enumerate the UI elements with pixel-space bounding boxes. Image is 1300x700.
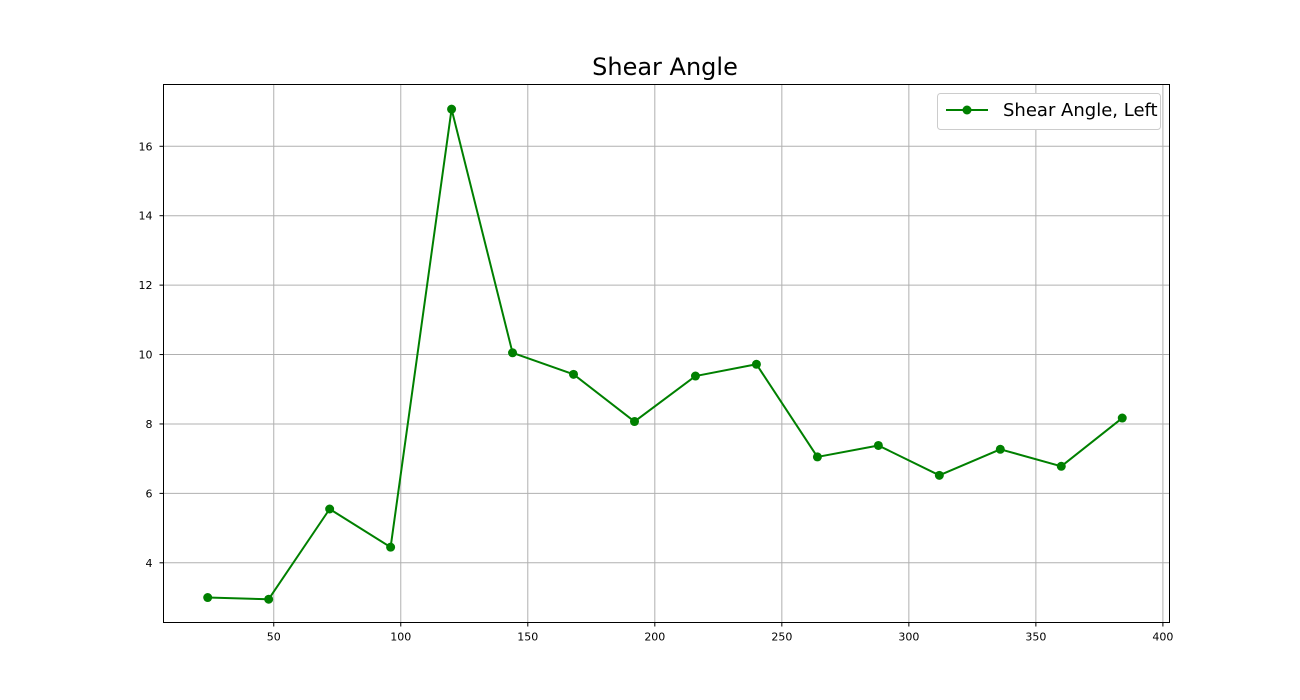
data-point bbox=[873, 440, 883, 450]
data-point bbox=[1056, 461, 1066, 471]
x-axis: 50 100 150 200 250 300 350 400 bbox=[267, 622, 1173, 644]
chart-title: Shear Angle bbox=[592, 53, 738, 81]
data-point bbox=[690, 371, 700, 381]
y-tick-label: 12 bbox=[139, 279, 153, 292]
y-tick-label: 14 bbox=[139, 210, 153, 223]
x-tick-label: 50 bbox=[267, 631, 281, 644]
data-point bbox=[264, 594, 274, 604]
data-point bbox=[325, 504, 335, 514]
legend-entry-label: Shear Angle, Left bbox=[1003, 100, 1158, 121]
x-tick-label: 250 bbox=[771, 631, 792, 644]
data-point bbox=[629, 417, 639, 427]
y-tick-label: 4 bbox=[146, 557, 153, 570]
x-tick-label: 350 bbox=[1025, 631, 1046, 644]
data-point bbox=[995, 444, 1005, 454]
series-line bbox=[207, 108, 1123, 601]
y-tick-label: 10 bbox=[139, 349, 153, 362]
data-point bbox=[751, 359, 761, 369]
series-layer bbox=[203, 104, 1127, 604]
data-point bbox=[508, 348, 518, 358]
y-tick-label: 8 bbox=[146, 418, 153, 431]
x-tick-label: 400 bbox=[1152, 631, 1173, 644]
data-point bbox=[812, 452, 822, 462]
y-tick-label: 6 bbox=[146, 487, 153, 500]
plot-area-frame bbox=[163, 84, 1170, 623]
legend-box bbox=[937, 93, 1161, 130]
data-point bbox=[569, 369, 579, 379]
legend-marker-swatch bbox=[962, 105, 972, 115]
grid-lines bbox=[163, 84, 1170, 623]
x-tick-label: 300 bbox=[898, 631, 919, 644]
legend: Shear Angle, Left bbox=[937, 93, 1161, 130]
data-point bbox=[386, 542, 396, 552]
data-point bbox=[934, 470, 944, 480]
y-tick-label: 16 bbox=[139, 140, 153, 153]
data-point bbox=[1117, 413, 1127, 423]
data-point bbox=[447, 104, 457, 114]
x-tick-label: 200 bbox=[644, 631, 665, 644]
data-point bbox=[203, 593, 213, 603]
x-tick-label: 100 bbox=[390, 631, 411, 644]
y-axis: 4 6 8 10 12 14 16 bbox=[139, 140, 164, 570]
x-tick-label: 150 bbox=[517, 631, 538, 644]
